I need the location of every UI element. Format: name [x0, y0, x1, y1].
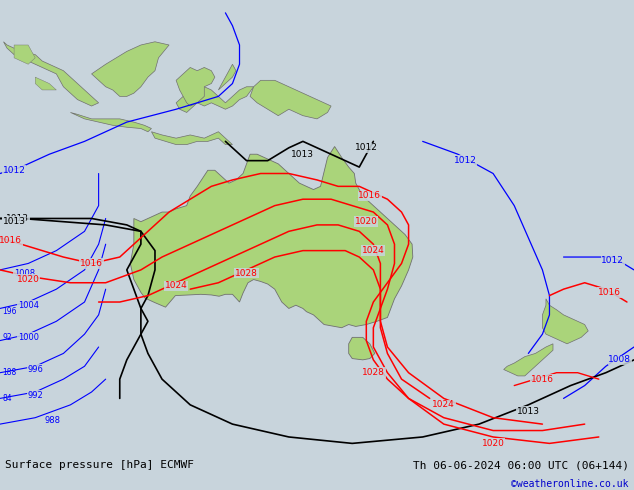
Polygon shape: [131, 147, 413, 328]
Text: 1024: 1024: [362, 246, 385, 255]
Polygon shape: [91, 42, 169, 97]
Polygon shape: [543, 299, 588, 344]
Text: 1013: 1013: [3, 217, 25, 226]
Text: 988: 988: [45, 416, 61, 425]
Polygon shape: [4, 42, 99, 106]
Text: 996: 996: [27, 365, 43, 374]
Text: 1016: 1016: [80, 259, 103, 268]
Text: 1024: 1024: [165, 281, 188, 291]
Polygon shape: [70, 113, 152, 132]
Text: 1020: 1020: [355, 217, 378, 226]
Text: 1016: 1016: [598, 288, 621, 297]
Polygon shape: [14, 45, 36, 64]
Text: 1013: 1013: [6, 214, 29, 223]
Text: 1020: 1020: [16, 275, 39, 284]
Polygon shape: [503, 344, 553, 376]
Text: 1000: 1000: [18, 333, 39, 342]
Text: 1012: 1012: [602, 256, 624, 265]
Text: 188: 188: [2, 368, 16, 377]
Polygon shape: [176, 87, 254, 113]
Text: 1012: 1012: [3, 166, 25, 175]
Text: 84: 84: [2, 394, 12, 403]
Text: 1016: 1016: [358, 192, 381, 200]
Text: 1008: 1008: [14, 269, 36, 278]
Text: 1013: 1013: [3, 217, 25, 226]
Text: 1028: 1028: [362, 368, 385, 377]
Polygon shape: [349, 337, 375, 360]
Text: 92: 92: [2, 333, 12, 342]
Text: 1020: 1020: [482, 439, 505, 448]
Polygon shape: [176, 68, 215, 106]
Text: 1013: 1013: [292, 150, 314, 159]
Text: 1028: 1028: [235, 269, 258, 278]
Polygon shape: [250, 80, 331, 119]
Text: 1008: 1008: [609, 355, 631, 365]
Text: Th 06-06-2024 06:00 UTC (06+144): Th 06-06-2024 06:00 UTC (06+144): [413, 460, 629, 470]
Polygon shape: [36, 77, 56, 90]
Text: 1016: 1016: [531, 375, 554, 384]
Polygon shape: [218, 64, 236, 90]
Text: 1024: 1024: [432, 400, 455, 409]
Text: 1016: 1016: [0, 237, 22, 245]
Text: ©weatheronline.co.uk: ©weatheronline.co.uk: [512, 479, 629, 489]
Text: 1012: 1012: [453, 156, 476, 165]
Text: 196: 196: [2, 307, 16, 316]
Text: Surface pressure [hPa] ECMWF: Surface pressure [hPa] ECMWF: [5, 460, 194, 470]
Text: 1004: 1004: [18, 301, 39, 310]
Text: 992: 992: [27, 391, 43, 400]
Polygon shape: [152, 132, 233, 145]
Text: 1013: 1013: [517, 407, 540, 416]
Text: 1012: 1012: [355, 143, 378, 152]
